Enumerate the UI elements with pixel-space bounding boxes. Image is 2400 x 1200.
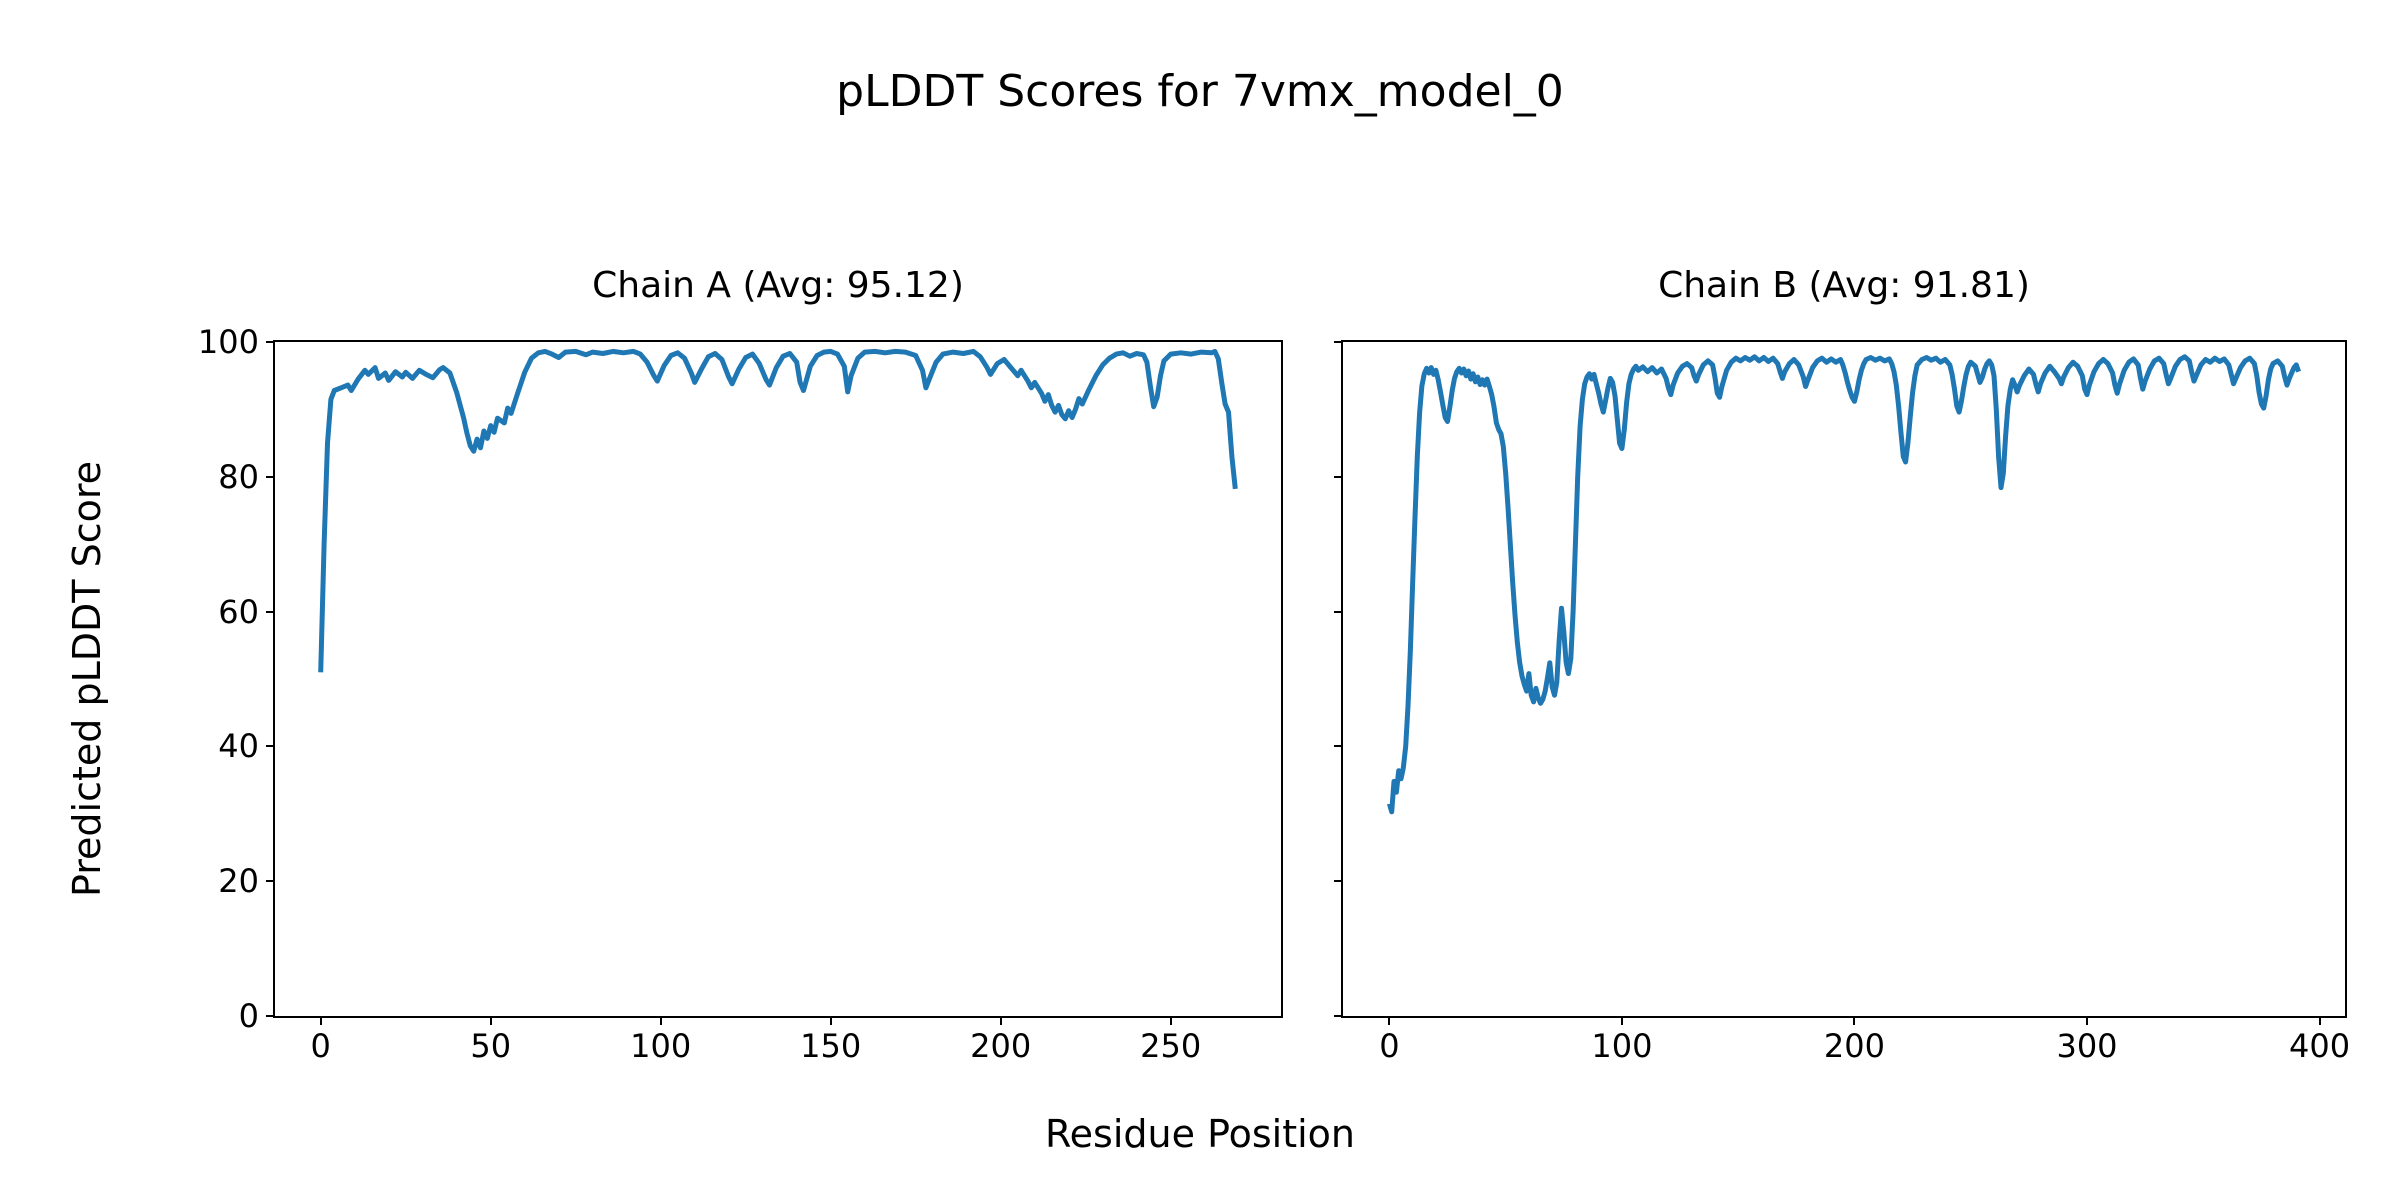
y-tick-mark xyxy=(1334,341,1343,343)
plddt-line-chain-a xyxy=(318,348,1238,673)
y-tick-mark xyxy=(266,1015,275,1017)
x-tick-mark xyxy=(1620,1016,1623,1025)
y-tick-mark xyxy=(1334,610,1343,613)
y-tick-mark xyxy=(266,475,275,478)
y-tick-mark xyxy=(266,745,275,748)
x-tick-label: 200 xyxy=(970,1027,1032,1065)
y-tick-mark xyxy=(1334,1015,1343,1017)
x-tick-label: 400 xyxy=(2288,1027,2351,1065)
x-tick-mark xyxy=(1388,1016,1391,1025)
y-tick-label: 80 xyxy=(218,457,259,496)
subplot-title-chain-a: Chain A (Avg: 95.12) xyxy=(592,265,964,306)
x-tick-mark xyxy=(829,1016,832,1025)
x-tick-label: 50 xyxy=(470,1027,512,1065)
y-tick-label: 100 xyxy=(197,323,259,361)
x-tick-mark xyxy=(2086,1016,2088,1025)
subplot-chain-b: Chain B (Avg: 91.81) 0 100 200 300 400 xyxy=(1334,264,2350,1062)
x-tick-label: 250 xyxy=(1140,1027,1202,1065)
y-tick-mark xyxy=(1334,880,1343,883)
y-tick-mark xyxy=(1334,745,1343,748)
x-tick-label: 100 xyxy=(1591,1027,1653,1065)
x-tick-mark xyxy=(2318,1016,2321,1025)
x-tick-mark xyxy=(1853,1016,1856,1025)
y-tick-mark xyxy=(266,341,275,343)
plot-area-chain-b: 0 100 200 300 400 xyxy=(1334,340,2350,1062)
y-tick-label: 40 xyxy=(218,727,259,766)
y-tick-label: 60 xyxy=(218,592,259,631)
x-tick-label: 300 xyxy=(2056,1027,2118,1065)
plddt-line-chart-chain-b xyxy=(1386,354,2301,815)
plot-area-chain-a: 0 50 100 150 200 250 0 20 40 60 80 100 xyxy=(198,326,1283,1062)
y-tick-mark xyxy=(266,610,275,613)
x-tick-label: 200 xyxy=(1823,1027,1885,1065)
x-tick-label: 0 xyxy=(310,1027,331,1065)
y-tick-label: 20 xyxy=(218,862,259,901)
plddt-line-chain-b xyxy=(1386,354,2301,815)
subplot-chain-a: Chain A (Avg: 95.12) 0 50 100 150 200 250 0 20 4… xyxy=(198,264,1283,1062)
x-tick-label: 150 xyxy=(800,1027,862,1065)
figure-title: pLDDT Scores for 7vmx_model_0 xyxy=(836,66,1564,117)
y-axis-label: Predicted pLDDT Score xyxy=(65,461,110,897)
plddt-line-chart-chain-a xyxy=(318,348,1238,673)
y-tick-label: 0 xyxy=(238,997,259,1035)
x-tick-label: 100 xyxy=(630,1027,692,1065)
x-tick-mark xyxy=(999,1016,1002,1025)
x-axis-label: Residue Position xyxy=(1044,1112,1356,1156)
x-tick-mark xyxy=(1169,1016,1172,1025)
x-tick-mark xyxy=(659,1016,662,1025)
y-tick-mark xyxy=(266,880,275,883)
x-tick-mark xyxy=(489,1016,492,1025)
x-tick-label: 0 xyxy=(1379,1027,1400,1065)
y-tick-mark xyxy=(1334,475,1343,478)
subplot-title-chain-b: Chain B (Avg: 91.81) xyxy=(1658,265,2030,306)
x-tick-mark xyxy=(319,1016,322,1025)
